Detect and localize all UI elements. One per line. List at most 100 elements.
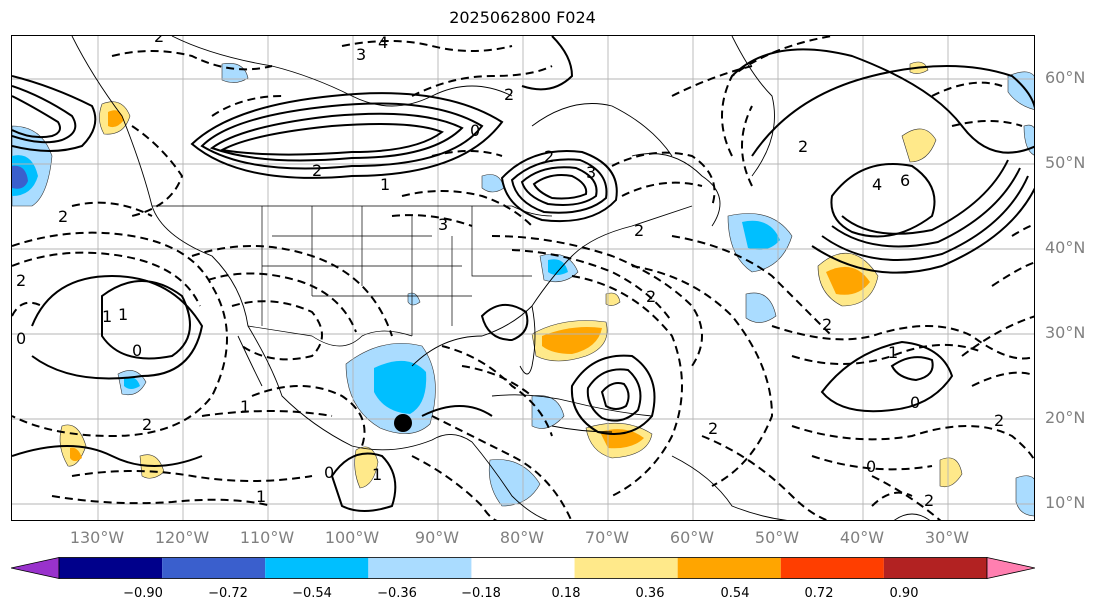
shade-blue-far-ne (1007, 71, 1034, 110)
contour-label: 1 (372, 465, 382, 484)
contour-label: 3 (356, 45, 366, 64)
solid-contours (12, 36, 1034, 512)
dashed-contours (12, 36, 1034, 520)
colorbar-segment (162, 557, 266, 579)
contour-label: 0 (866, 457, 876, 476)
contour-label: 1 (102, 307, 112, 326)
contour-label: 2 (924, 491, 934, 510)
colorbar-arrow-low (11, 557, 60, 579)
shade-yellow-samer (939, 457, 963, 488)
shade-blue-atl-30 (745, 292, 777, 323)
colorbar-segment (780, 557, 884, 579)
colorbar-tick: −0.72 (208, 586, 248, 601)
shade-cyan-atl-40 (742, 220, 780, 250)
shade-blue-tx (407, 292, 421, 306)
lon-label: 40°W (839, 528, 885, 547)
shade-orange-bc (108, 110, 124, 128)
shade-blue-canada (221, 63, 249, 83)
contour-label: 2 (312, 161, 322, 180)
shade-blue-carib (488, 459, 541, 507)
shade-yellow-mex (354, 446, 379, 489)
colorbar-tick: −0.18 (461, 586, 501, 601)
lat-label: 30°N (1045, 323, 1086, 342)
storm-center-marker (394, 414, 412, 432)
shade-blue-far-ne2 (1023, 124, 1034, 156)
colorbar-tick: 0.36 (635, 586, 665, 601)
colorbar-segment (368, 557, 472, 579)
colorbar-tick: 0.72 (804, 586, 834, 601)
map-canvas: 2 4 3 2 2 0 2 3 2 1 2 2 6 4 3 0 1 2 2 1 … (12, 36, 1034, 520)
contour-label: 1 (380, 175, 390, 194)
lat-label: 40°N (1045, 238, 1086, 257)
shade-cyan-ne-coast (548, 259, 568, 275)
contour-label: 2 (16, 271, 26, 290)
lon-label: 50°W (754, 528, 800, 547)
colorbar-tick: −0.54 (292, 586, 332, 601)
contour-label: 0 (470, 121, 480, 140)
shade-orange-atl-35-core (826, 266, 870, 295)
contour-label: 2 (142, 415, 152, 434)
lat-label: 60°N (1045, 68, 1086, 87)
colorbar-segment (265, 557, 369, 579)
graticule (12, 36, 1034, 520)
shade-navy-nw (12, 165, 28, 189)
shade-cyan-gulf (374, 360, 427, 414)
colorbar (11, 557, 1035, 579)
colorbar-tick: 0.90 (889, 586, 919, 601)
shade-blue-mid-can (481, 174, 505, 193)
colorbar-segments (11, 557, 1035, 579)
lon-label: 120°W (154, 528, 210, 547)
colorbar-segment (471, 557, 575, 579)
colorbar-segment (59, 557, 163, 579)
colorbar-tick: 0.18 (551, 586, 581, 601)
contour-label: 1 (888, 343, 898, 362)
shade-blue-carib2 (531, 395, 565, 429)
contour-label: 0 (910, 393, 920, 412)
colorbar-tick: −0.36 (377, 586, 417, 601)
lat-label: 20°N (1045, 408, 1086, 427)
colorbar-arrow-high (986, 557, 1035, 579)
contour-label: 2 (154, 36, 164, 46)
shade-yellow-ne (901, 128, 937, 163)
lon-label: 110°W (239, 528, 295, 547)
contour-label: 4 (872, 175, 882, 194)
contour-label: 1 (240, 397, 250, 416)
shade-cyan-pac (124, 377, 140, 389)
lon-label: 80°W (499, 528, 545, 547)
map-title: 2025062800 F024 (449, 8, 596, 27)
contour-label: 1 (118, 305, 128, 324)
contour-label: 2 (646, 287, 656, 306)
contour-label: 0 (324, 463, 334, 482)
lon-label: 70°W (584, 528, 630, 547)
contour-label: 3 (586, 163, 596, 182)
colorbar-segment (677, 557, 781, 579)
borders (152, 205, 553, 347)
shaded-field (12, 61, 1034, 517)
shade-blue-samer (1015, 475, 1034, 517)
coastlines (71, 36, 930, 520)
lon-label: 60°W (669, 528, 715, 547)
contour-labels: 2 4 3 2 2 0 2 3 2 1 2 2 6 4 3 0 1 2 2 1 … (16, 36, 1004, 510)
contour-label: 2 (58, 207, 68, 226)
contour-label: 1 (256, 487, 266, 506)
weather-map: 2 4 3 2 2 0 2 3 2 1 2 2 6 4 3 0 1 2 2 1 … (11, 35, 1035, 521)
colorbar-segment (574, 557, 678, 579)
lon-label: 90°W (414, 528, 460, 547)
contour-label: 2 (504, 85, 514, 104)
contour-label: 2 (994, 411, 1004, 430)
contour-label: 0 (132, 341, 142, 360)
colorbar-segment (883, 557, 987, 579)
colorbar-tick: 0.54 (720, 586, 750, 601)
lon-label: 130°W (69, 528, 125, 547)
lon-label: 100°W (324, 528, 380, 547)
contour-label: 2 (544, 147, 554, 166)
lat-label: 50°N (1045, 153, 1086, 172)
contour-label: 4 (378, 36, 388, 52)
lat-label: 10°N (1045, 493, 1086, 512)
contour-label: 2 (708, 419, 718, 438)
colorbar-tick: −0.90 (123, 586, 163, 601)
contour-label: 2 (822, 315, 832, 334)
contour-label: 6 (900, 171, 910, 190)
shade-orange-pac1 (70, 447, 82, 461)
lon-label: 30°W (924, 528, 970, 547)
